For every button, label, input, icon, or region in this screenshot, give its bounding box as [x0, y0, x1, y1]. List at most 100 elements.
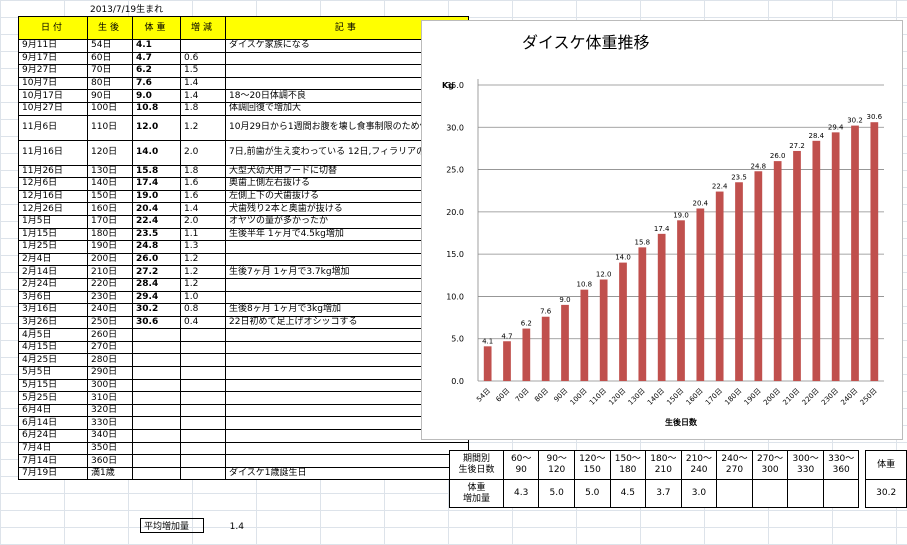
cell-increase[interactable]: 1.0: [180, 290, 226, 305]
cell-date[interactable]: 7月4日: [18, 441, 88, 456]
cell-days[interactable]: 210日: [87, 265, 133, 279]
summary-period[interactable]: 150～ 180: [609, 450, 647, 480]
cell-weight[interactable]: 26.0: [132, 252, 181, 267]
cell-date[interactable]: 5月5日: [18, 366, 88, 380]
cell-date[interactable]: 10月27日: [18, 101, 88, 116]
cell-date[interactable]: 5月25日: [18, 391, 88, 405]
cell-weight[interactable]: [132, 378, 181, 393]
summary-increase-value[interactable]: 3.7: [645, 479, 682, 508]
cell-date[interactable]: 1月25日: [18, 240, 88, 254]
cell-weight[interactable]: 17.4: [132, 177, 181, 191]
cell-days[interactable]: 80日: [87, 76, 133, 91]
cell-days[interactable]: 70日: [87, 64, 133, 78]
cell-date[interactable]: 3月16日: [18, 303, 88, 317]
cell-weight[interactable]: [132, 353, 181, 368]
cell-date[interactable]: 6月14日: [18, 416, 88, 431]
cell-increase[interactable]: 1.2: [180, 252, 226, 267]
cell-date[interactable]: 9月27日: [18, 64, 88, 78]
summary-increase-value[interactable]: 4.5: [609, 479, 647, 508]
header-days[interactable]: 生後: [87, 16, 133, 40]
cell-increase[interactable]: 1.4: [180, 202, 226, 216]
cell-increase[interactable]: 1.4: [180, 89, 226, 103]
cell-date[interactable]: 2月24日: [18, 277, 88, 292]
weight-chart[interactable]: ダイスケ体重推移 0.0 5.0 10.0 15.0 20.0 25.0 30.0 35.0 K…: [421, 20, 903, 440]
cell-date[interactable]: 6月4日: [18, 403, 88, 418]
cell-weight[interactable]: 30.2: [132, 303, 181, 317]
cell-weight[interactable]: [132, 340, 181, 355]
cell-increase[interactable]: 0.6: [180, 51, 226, 66]
cell-increase[interactable]: [180, 466, 226, 481]
cell-weight[interactable]: [132, 466, 181, 481]
cell-increase[interactable]: [180, 366, 226, 380]
cell-increase[interactable]: 1.3: [180, 240, 226, 254]
cell-increase[interactable]: 1.2: [180, 114, 226, 141]
cell-increase[interactable]: [180, 378, 226, 393]
cell-days[interactable]: 310日: [87, 391, 133, 405]
cell-increase[interactable]: 1.8: [180, 164, 226, 179]
cell-days[interactable]: 190日: [87, 240, 133, 254]
cell-weight[interactable]: 12.0: [132, 114, 181, 141]
cell-weight[interactable]: 10.8: [132, 101, 181, 116]
cell-days[interactable]: 満1歳: [87, 466, 133, 481]
cell-weight[interactable]: [132, 391, 181, 405]
summary-increase-value[interactable]: [822, 479, 860, 508]
cell-weight[interactable]: 29.4: [132, 290, 181, 305]
cell-date[interactable]: 7月14日: [18, 454, 88, 468]
cell-increase[interactable]: [180, 39, 226, 53]
cell-increase[interactable]: 1.1: [180, 227, 226, 242]
summary-increase-value[interactable]: [751, 479, 789, 508]
cell-weight[interactable]: 27.2: [132, 265, 181, 279]
cell-weight[interactable]: [132, 416, 181, 431]
summary-period[interactable]: 300～ 330: [787, 450, 824, 480]
cell-weight[interactable]: 22.4: [132, 214, 181, 229]
cell-increase[interactable]: [180, 353, 226, 368]
summary-period[interactable]: 210～ 240: [680, 450, 718, 480]
cell-increase[interactable]: 0.8: [180, 303, 226, 317]
cell-days[interactable]: 170日: [87, 214, 133, 229]
cell-note[interactable]: ダイスケ1歳誕生日: [225, 466, 469, 481]
cell-days[interactable]: 220日: [87, 277, 133, 292]
cell-increase[interactable]: [180, 454, 226, 468]
cell-weight[interactable]: [132, 328, 181, 342]
summary-period[interactable]: 270～ 300: [751, 450, 789, 480]
cell-date[interactable]: 9月11日: [18, 39, 88, 53]
cell-increase[interactable]: 1.2: [180, 265, 226, 279]
cell-increase[interactable]: [180, 328, 226, 342]
cell-increase[interactable]: 1.6: [180, 189, 226, 204]
summary-period[interactable]: 90～ 120: [538, 450, 575, 480]
cell-weight[interactable]: 7.6: [132, 76, 181, 91]
cell-days[interactable]: 60日: [87, 51, 133, 66]
cell-date[interactable]: 10月17日: [18, 89, 88, 103]
summary-period[interactable]: 120～ 150: [573, 450, 611, 480]
cell-days[interactable]: 340日: [87, 429, 133, 443]
average-label[interactable]: 平均増加量: [140, 518, 204, 533]
cell-note[interactable]: [225, 454, 469, 468]
summary-header-label[interactable]: 期間別 生後日数: [449, 450, 504, 480]
cell-date[interactable]: 6月24日: [18, 429, 88, 443]
summary-weight-value[interactable]: 30.2: [865, 479, 907, 508]
header-increase[interactable]: 増減: [180, 16, 226, 40]
cell-date[interactable]: 11月26日: [18, 164, 88, 179]
summary-increase-value[interactable]: [716, 479, 753, 508]
cell-days[interactable]: 200日: [87, 252, 133, 267]
cell-date[interactable]: 12月6日: [18, 177, 88, 191]
cell-date[interactable]: 9月17日: [18, 51, 88, 66]
summary-increase-value[interactable]: 3.0: [680, 479, 718, 508]
cell-days[interactable]: 180日: [87, 227, 133, 242]
average-value[interactable]: 1.4: [229, 522, 244, 532]
cell-days[interactable]: 300日: [87, 378, 133, 393]
cell-days[interactable]: 350日: [87, 441, 133, 456]
summary-increase-value[interactable]: 5.0: [538, 479, 575, 508]
cell-increase[interactable]: 1.5: [180, 64, 226, 78]
cell-date[interactable]: 7月19日: [18, 466, 88, 481]
cell-days[interactable]: 150日: [87, 189, 133, 204]
cell-note[interactable]: [225, 441, 469, 456]
cell-days[interactable]: 320日: [87, 403, 133, 418]
cell-days[interactable]: 120日: [87, 139, 133, 166]
cell-weight[interactable]: [132, 441, 181, 456]
cell-date[interactable]: 11月16日: [18, 139, 88, 166]
cell-weight[interactable]: 28.4: [132, 277, 181, 292]
cell-increase[interactable]: 2.0: [180, 214, 226, 229]
cell-days[interactable]: 360日: [87, 454, 133, 468]
cell-days[interactable]: 330日: [87, 416, 133, 431]
